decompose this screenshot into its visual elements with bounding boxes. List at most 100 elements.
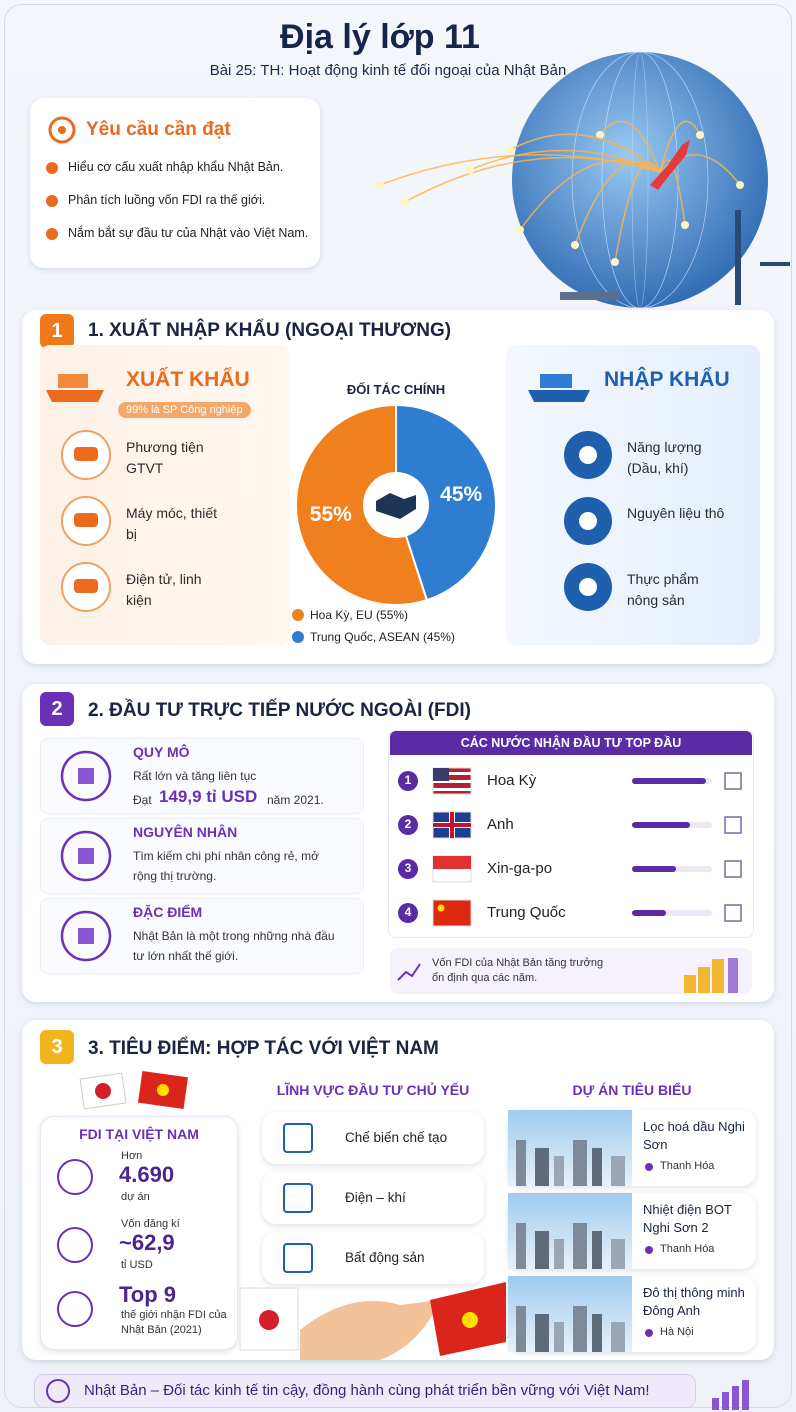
- route-node: [516, 226, 524, 234]
- objectives-card: [30, 98, 320, 268]
- pie-slice: [295, 403, 429, 606]
- import-item: Thực phẩm nông sản: [627, 571, 699, 608]
- port-crane: [760, 262, 790, 266]
- flag-part: [433, 768, 449, 781]
- photo-building: [592, 1148, 602, 1186]
- photo-building: [592, 1231, 602, 1269]
- stat-icon: [57, 1227, 93, 1263]
- section-badge: [40, 1030, 74, 1064]
- rank-bar: [632, 822, 690, 828]
- ranking-header: [390, 731, 752, 755]
- item-glyph: [78, 848, 94, 864]
- projects-title: DỰ ÁN TIÊU BIỂU: [572, 1082, 692, 1098]
- stat-icon: [57, 1291, 93, 1327]
- rank-dot: [398, 815, 418, 835]
- target-icon: [58, 126, 66, 134]
- fdi-item-title: ĐẶC ĐIỂM: [133, 904, 203, 920]
- item-glyph: [579, 578, 597, 596]
- route-node: [401, 198, 409, 206]
- stat-value: 4.690: [119, 1162, 175, 1187]
- route-node: [506, 146, 514, 154]
- section-badge: [40, 692, 74, 726]
- stat-value: Top 9: [119, 1282, 177, 1307]
- fdi-item-text: Tìm kiếm chi phí nhân công rẻ, mở rộng t…: [133, 849, 319, 883]
- legend-dot: [292, 609, 304, 621]
- route-node: [376, 181, 384, 189]
- field-item: [262, 1232, 484, 1284]
- item-glyph: [579, 512, 597, 530]
- photo-building: [535, 1314, 549, 1352]
- check-dot: [46, 195, 58, 207]
- objective-item: Hiểu cơ cấu xuất nhập khẩu Nhật Bản.: [68, 160, 284, 174]
- flag-part: [433, 780, 471, 783]
- ship-icon: [46, 390, 104, 402]
- stat-icon: [57, 1159, 93, 1195]
- route-node: [466, 166, 474, 174]
- page-title: Địa lý lớp 11: [280, 18, 480, 56]
- objectives-title: Yêu cầu cần đạt: [86, 119, 231, 140]
- project-place: Thanh Hóa: [660, 1160, 715, 1172]
- project-place: Hà Nội: [660, 1326, 694, 1338]
- handshake: [300, 1300, 440, 1360]
- flag-part: [433, 823, 471, 827]
- trade-route: [659, 120, 701, 173]
- project-name: Lọc hoá dầu Nghi Sơn: [643, 1119, 745, 1152]
- photo-building: [516, 1140, 526, 1186]
- photo-building: [516, 1223, 526, 1269]
- photo-building: [611, 1239, 625, 1269]
- stat-unit: dự án: [121, 1191, 150, 1203]
- trend-icon: [397, 963, 421, 981]
- route-node: [736, 181, 744, 189]
- field-item: [262, 1112, 484, 1164]
- bank-icon: [724, 860, 742, 878]
- item-glyph: [74, 447, 98, 461]
- project-name: Nhiệt điện BOT Nghi Sơn 2: [643, 1202, 732, 1235]
- photo-building: [611, 1156, 625, 1186]
- note-text: Vốn FDI của Nhật Bản tăng trưởng ổn định…: [432, 957, 604, 984]
- flag-part: [433, 856, 471, 869]
- section-title: 2. ĐẦU TƯ TRỰC TIẾP NƯỚC NGOÀI (FDI): [88, 700, 471, 721]
- ranking-title: CÁC NƯỚC NHẬN ĐẦU TƯ TOP ĐẦU: [460, 736, 682, 750]
- item-glyph: [74, 513, 98, 527]
- photo-building: [573, 1140, 587, 1186]
- item-glyph: [74, 579, 98, 593]
- country-name: Trung Quốc: [487, 904, 566, 921]
- flag-part: [437, 904, 445, 912]
- flag-part: [433, 788, 471, 791]
- pie-label: 45%: [440, 482, 483, 506]
- mini-bar: [728, 958, 738, 993]
- flag-vietnam-star: [157, 1084, 169, 1096]
- rank-dot: [398, 859, 418, 879]
- trade-route: [599, 120, 661, 173]
- stat-value: ~62,9: [119, 1230, 175, 1255]
- rank-dot: [398, 771, 418, 791]
- section-title: 3. TIÊU ĐIỂM: HỢP TÁC VỚI VIỆT NAM: [88, 1038, 439, 1059]
- project-name: Đô thị thông minh Đông Anh: [643, 1285, 745, 1318]
- route-node: [611, 258, 619, 266]
- photo-building: [516, 1306, 526, 1352]
- fdi-item-title: NGUYÊN NHÂN: [133, 824, 238, 840]
- handshake-flag-dot: [259, 1310, 279, 1330]
- photo-building: [535, 1148, 549, 1186]
- bank-icon: [724, 816, 742, 834]
- footer-bar-deco: [732, 1386, 739, 1410]
- pin-icon: [645, 1329, 653, 1337]
- import-title: NHẬP KHẨU: [604, 368, 730, 391]
- ship-icon: [528, 390, 590, 402]
- port-crane: [735, 210, 741, 305]
- coin-stack: [712, 959, 724, 993]
- section-badge: [40, 314, 74, 348]
- rank-dot: [398, 903, 418, 923]
- stat-unit: thế giới nhận FDI của Nhật Bản (2021): [121, 1309, 227, 1336]
- stat-unit: tỉ USD: [121, 1259, 153, 1271]
- objective-item: Nắm bắt sự đầu tư của Nhật vào Việt Nam.: [68, 226, 309, 240]
- rank-number: 2: [404, 817, 412, 831]
- field-icon: [283, 1123, 313, 1153]
- import-item: Nguyên liệu thô: [627, 505, 725, 521]
- flag-part: [433, 772, 471, 775]
- globe-meridian: [571, 51, 709, 309]
- item-icon: [60, 750, 112, 802]
- photo-building: [535, 1231, 549, 1269]
